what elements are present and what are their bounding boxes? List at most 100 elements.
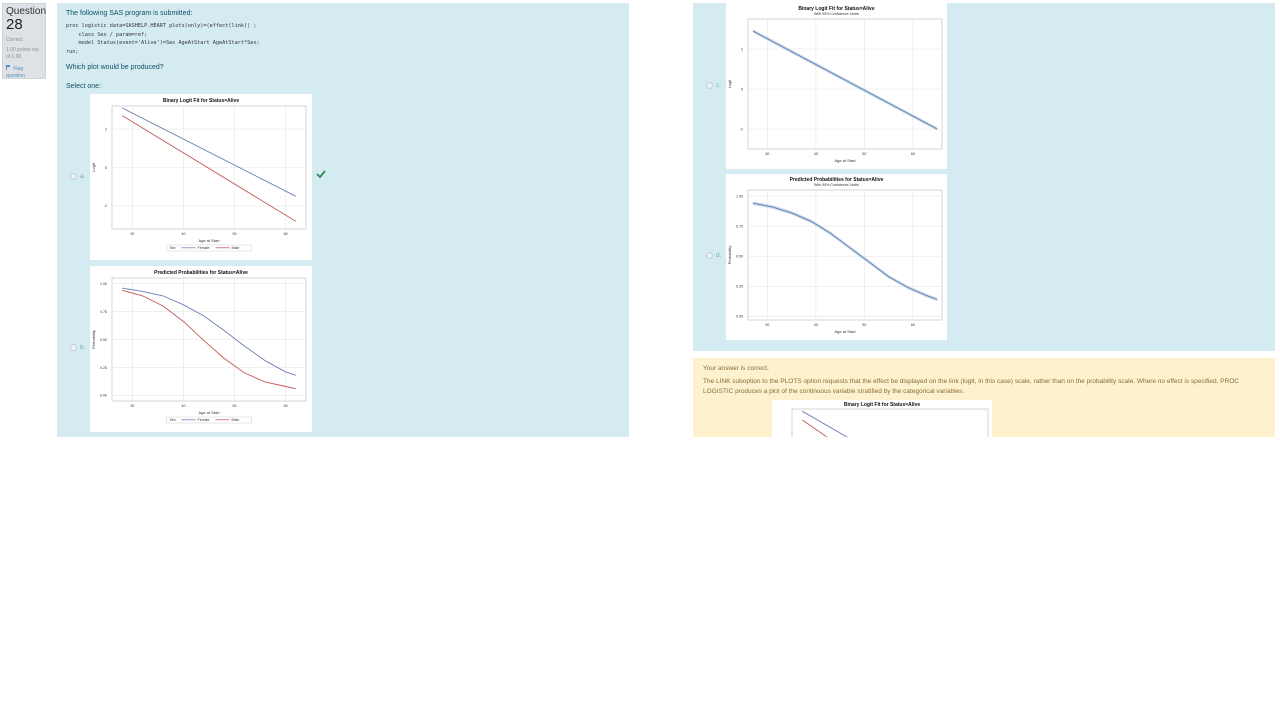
plot-area xyxy=(791,408,989,437)
legend-entry: Female xyxy=(198,418,210,422)
y-tick-label: 0.00 xyxy=(100,394,107,398)
x-tick-label: 60 xyxy=(911,323,915,327)
x-tick-label: 40 xyxy=(814,323,818,327)
option-b[interactable]: b. xyxy=(70,344,85,351)
y-tick-label: 1.00 xyxy=(100,282,107,286)
y-tick-label: 0.75 xyxy=(100,310,107,314)
y-tick-label: 0.25 xyxy=(100,366,107,370)
question-grade: 1.00 points out of 1.00 xyxy=(6,47,39,60)
legend-box xyxy=(166,416,252,424)
chart-title: Binary Logit Fit for Status=Alive xyxy=(844,402,920,408)
x-tick-label: 40 xyxy=(181,404,185,408)
code-line: proc logistic data=SASHELP.HEART plots(o… xyxy=(66,23,257,29)
series-line-female xyxy=(122,287,296,376)
y-tick-label: 1.00 xyxy=(736,194,743,198)
y-axis-label: Probability xyxy=(727,246,732,265)
chart-subtitle: With 95% Confidence Limits xyxy=(814,12,859,16)
option-c-radio[interactable] xyxy=(706,82,713,89)
chart-feedback-svg: Binary Logit Fit for Status=Alive xyxy=(791,402,989,437)
option-a[interactable]: a. xyxy=(70,173,85,180)
option-b-chart[interactable]: Predicted Probabilities for Status=Alive… xyxy=(90,266,312,432)
legend-box xyxy=(166,244,252,252)
y-tick-label: 2 xyxy=(741,47,743,51)
code-line: run; xyxy=(66,48,79,55)
flag-icon xyxy=(6,65,12,70)
question-number: 28 xyxy=(6,16,23,33)
plot-area xyxy=(747,189,943,321)
legend-entry: Male xyxy=(232,418,240,422)
plot-area xyxy=(747,18,943,150)
code-line: class Sex / param=ref; xyxy=(66,31,148,38)
question-panel-right: c. Binary Logit Fit for Status=Alive With… xyxy=(693,3,1275,351)
legend-entry: Male xyxy=(232,246,240,250)
x-axis-label: Age at Start xyxy=(198,238,220,243)
x-tick-label: 50 xyxy=(862,323,866,327)
y-tick-label: 0.75 xyxy=(736,224,743,228)
chart-subtitle: With 95% Confidence Limits xyxy=(814,183,859,187)
y-tick-label: 0 xyxy=(105,166,107,170)
question-label: Question xyxy=(6,6,47,17)
series-line-female xyxy=(121,107,297,197)
x-axis-label: Age at Start xyxy=(198,410,220,415)
question-state: Correct xyxy=(6,37,23,43)
y-tick-label: 0.00 xyxy=(736,315,743,319)
chart-title: Binary Logit Fit for Status=Alive xyxy=(163,98,239,104)
series-line-male xyxy=(122,289,296,390)
code-block: proc logistic data=SASHELP.HEART plots(o… xyxy=(66,22,260,56)
series-line-male xyxy=(121,115,297,222)
chart-d-svg: Predicted Probabilities for Status=Alive… xyxy=(727,177,943,334)
series-line-fit xyxy=(752,30,938,130)
x-tick-label: 30 xyxy=(130,232,134,236)
option-d-radio[interactable] xyxy=(706,252,713,259)
option-c-letter: c. xyxy=(716,82,722,89)
chart-b-svg: Predicted Probabilities for Status=Alive… xyxy=(91,270,307,424)
x-tick-label: 40 xyxy=(181,232,185,236)
x-axis-label: Age at Start xyxy=(834,158,856,163)
y-tick-label: 0.25 xyxy=(736,285,743,289)
x-axis-label: Age at Start xyxy=(834,329,856,334)
chart-title: Binary Logit Fit for Status=Alive xyxy=(798,6,874,12)
select-one-label: Select one: xyxy=(66,83,102,90)
x-tick-label: 50 xyxy=(862,152,866,156)
x-tick-label: 30 xyxy=(765,323,769,327)
chart-title: Predicted Probabilities for Status=Alive xyxy=(790,177,884,183)
option-d-chart[interactable]: Predicted Probabilities for Status=Alive… xyxy=(726,174,947,340)
y-tick-label: 0.50 xyxy=(736,255,743,259)
y-tick-label: -2 xyxy=(740,127,743,131)
option-c-chart[interactable]: Binary Logit Fit for Status=Alive With 95… xyxy=(726,3,947,169)
feedback-panel: Your answer is correct. The LINK subopti… xyxy=(693,358,1275,437)
question-panel-left: The following SAS program is submitted: … xyxy=(57,3,629,437)
option-b-radio[interactable] xyxy=(70,344,77,351)
y-tick-label: 0 xyxy=(741,87,743,91)
option-d[interactable]: d. xyxy=(706,252,721,259)
chart-title: Predicted Probabilities for Status=Alive xyxy=(154,270,248,276)
feedback-chart: Binary Logit Fit for Status=Alive xyxy=(772,400,992,437)
code-line: model Status(event='Alive')=Sex AgeAtSta… xyxy=(66,40,260,46)
question-prompt: Which plot would be produced? xyxy=(66,64,164,71)
feedback-result: Your answer is correct. xyxy=(703,365,769,372)
legend-entry: Female xyxy=(198,246,210,250)
chart-a-svg: Binary Logit Fit for Status=Alive 30 40 50 6… xyxy=(91,98,307,252)
x-tick-label: 60 xyxy=(911,152,915,156)
option-d-letter: d. xyxy=(716,252,722,259)
flag-question-label: Flag question xyxy=(6,66,25,79)
x-tick-label: 40 xyxy=(814,152,818,156)
legend-title: Sex xyxy=(170,246,176,250)
flag-question-link[interactable]: Flag question xyxy=(6,65,42,80)
y-axis-label: Probability xyxy=(91,330,96,349)
x-tick-label: 30 xyxy=(130,404,134,408)
x-tick-label: 60 xyxy=(284,232,288,236)
option-b-letter: b. xyxy=(80,344,86,351)
option-a-chart[interactable]: Binary Logit Fit for Status=Alive 30 40 50 6… xyxy=(90,94,312,260)
y-axis-label: Logit xyxy=(91,162,96,172)
x-tick-label: 30 xyxy=(765,152,769,156)
x-tick-label: 60 xyxy=(284,404,288,408)
y-tick-label: -2 xyxy=(104,204,107,208)
option-a-letter: a. xyxy=(80,173,86,180)
y-tick-label: 2 xyxy=(105,127,107,131)
option-a-radio[interactable] xyxy=(70,173,77,180)
y-tick-label: 0.50 xyxy=(100,338,107,342)
series-line-fit xyxy=(752,202,938,300)
option-c[interactable]: c. xyxy=(706,82,721,89)
